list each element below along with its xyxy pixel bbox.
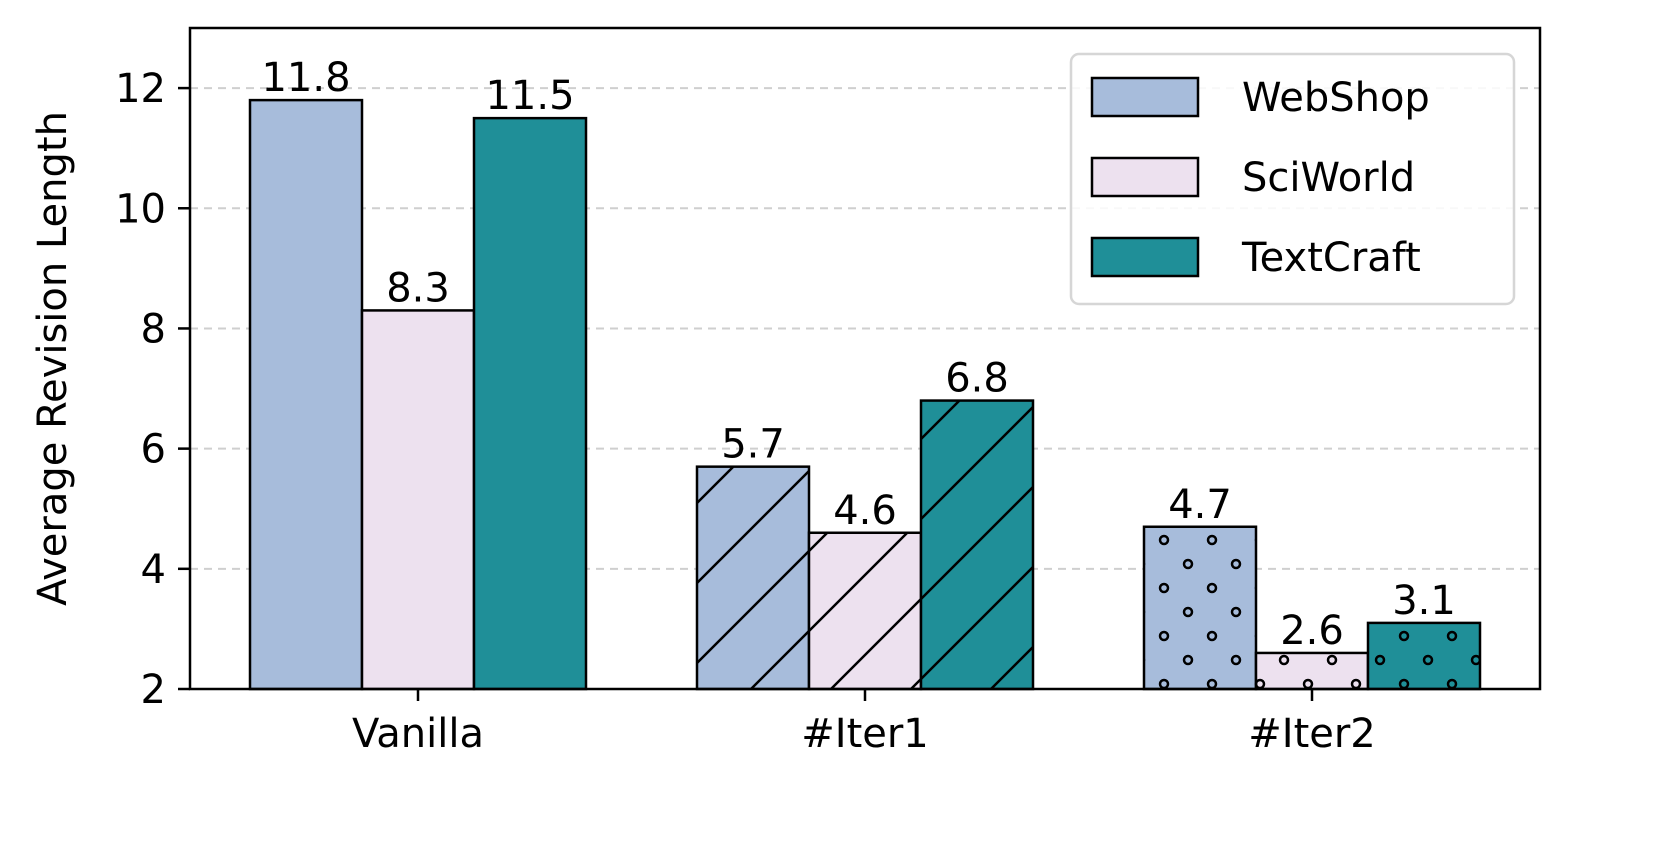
data-label: 5.7 (721, 422, 785, 468)
x-tick-label: Vanilla (352, 711, 484, 757)
y-axis: 2 4 6 8 10 12 (115, 66, 190, 713)
x-axis: Vanilla #Iter1 #Iter2 (352, 689, 1376, 757)
legend-swatch (1090, 236, 1200, 278)
data-label: 8.3 (386, 265, 450, 311)
y-tick-label: 6 (141, 427, 166, 473)
legend-swatch (1090, 156, 1200, 198)
bar-hatch (1144, 526, 1256, 689)
y-axis-label: Average Revision Length (30, 111, 76, 606)
legend-label: TextCraft (1241, 235, 1421, 281)
y-tick-label: 8 (141, 306, 166, 352)
bar-hatch (1368, 622, 1480, 689)
legend-swatch (1090, 76, 1200, 118)
x-tick-label: #Iter1 (801, 711, 929, 757)
data-label: 11.5 (485, 73, 574, 119)
bar-hatch (809, 532, 921, 689)
data-label: 2.6 (1280, 608, 1344, 654)
legend: WebShop SciWorld TextCraft (1069, 52, 1516, 306)
y-tick-label: 4 (141, 547, 166, 593)
legend-label: WebShop (1242, 75, 1430, 121)
bar-textcraft-0 (474, 118, 586, 690)
y-tick-label: 12 (115, 66, 166, 112)
data-label: 3.1 (1392, 578, 1456, 624)
legend-label: SciWorld (1242, 155, 1415, 201)
bar-hatch (697, 466, 809, 689)
y-tick-label: 10 (115, 186, 166, 232)
y-tick-label: 2 (141, 667, 166, 713)
x-tick-label: #Iter2 (1248, 711, 1376, 757)
bar-hatch (1256, 652, 1368, 689)
bar-webshop-0 (250, 100, 362, 690)
data-label: 6.8 (945, 356, 1009, 402)
data-label: 4.7 (1168, 482, 1232, 528)
bars (248, 98, 1482, 691)
data-label: 4.6 (833, 488, 897, 534)
data-labels: 11.8 8.3 11.5 5.7 4.6 6.8 4.7 2.6 3.1 (261, 55, 1455, 654)
data-label: 11.8 (261, 55, 350, 101)
bar-hatch (921, 400, 1033, 689)
bar-sciworld-0 (362, 310, 474, 689)
